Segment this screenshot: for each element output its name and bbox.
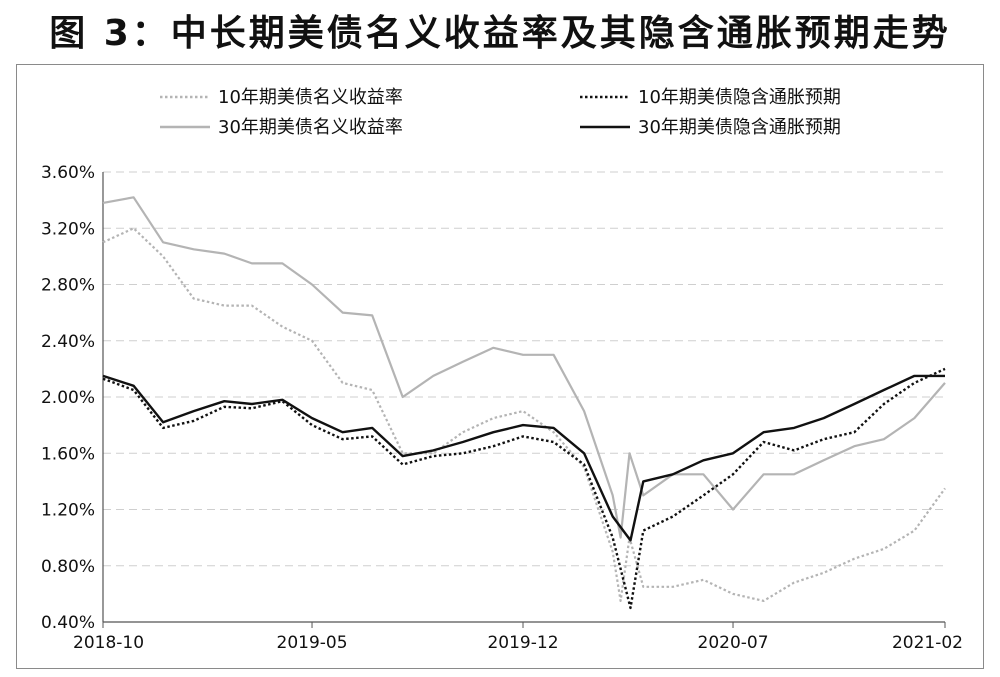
legend-label: 10年期美债名义收益率 bbox=[218, 87, 403, 108]
legend-label: 30年期美债名义收益率 bbox=[218, 117, 403, 138]
series-line-3 bbox=[102, 196, 946, 539]
series-line-1 bbox=[102, 227, 946, 603]
chart-title: 图 3：中长期美债名义收益率及其隐含通胀预期走势 bbox=[49, 13, 951, 54]
y-tick-label: 1.60% bbox=[41, 444, 95, 464]
x-tick-label: 2019-05 bbox=[277, 633, 348, 653]
x-tick-label: 2018-10 bbox=[73, 633, 144, 653]
y-tick-label: 2.80% bbox=[41, 276, 95, 296]
x-tick-label: 2021-02 bbox=[892, 633, 963, 653]
y-tick-label: 0.80% bbox=[41, 557, 95, 577]
series-line-4 bbox=[102, 374, 945, 542]
legend-label: 10年期美债隐含通胀预期 bbox=[638, 87, 841, 108]
series-line-2 bbox=[102, 367, 946, 610]
y-tick-label: 3.20% bbox=[41, 219, 95, 239]
y-tick-label: 3.60% bbox=[41, 163, 95, 183]
chart-frame bbox=[16, 64, 984, 669]
y-tick-label: 0.40% bbox=[41, 613, 95, 633]
y-tick-label: 2.40% bbox=[41, 332, 95, 352]
x-tick-label: 2020-07 bbox=[698, 633, 769, 653]
y-tick-label: 1.20% bbox=[41, 501, 95, 521]
legend-label: 30年期美债隐含通胀预期 bbox=[638, 117, 841, 138]
y-tick-label: 2.00% bbox=[41, 388, 95, 408]
x-tick-label: 2019-12 bbox=[487, 633, 558, 653]
